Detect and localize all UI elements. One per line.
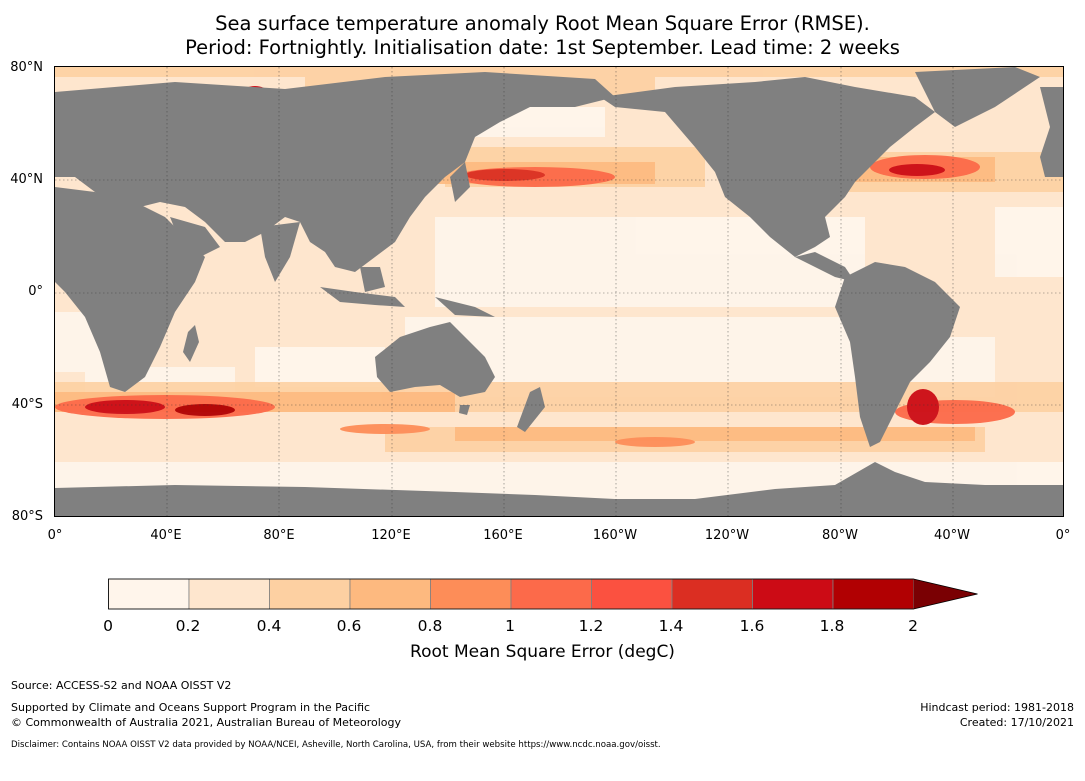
colorbar-tick: 2: [908, 617, 918, 635]
land-greenland: [915, 67, 1040, 127]
colorbar-tick: 1.8: [819, 617, 845, 635]
created-date: Created: 17/10/2021: [959, 716, 1074, 729]
colorbar-label: Root Mean Square Error (degC): [410, 642, 675, 662]
colorbar-segment: [591, 578, 673, 610]
land-australia: [375, 322, 495, 397]
land-europe-west: [1040, 87, 1063, 177]
lat-label-80s: 80°S: [11, 509, 43, 524]
land-south-america: [835, 262, 960, 447]
lon-label-0-east: 0°: [1055, 528, 1071, 543]
lon-label-120w: 120°W: [704, 528, 750, 543]
land-new-guinea: [435, 297, 495, 317]
land-central-america: [795, 252, 855, 282]
colorbar-segment: [269, 578, 351, 610]
gridlines: [55, 67, 1063, 516]
disclaimer-text: Disclaimer: Contains NOAA OISST V2 data …: [11, 740, 661, 750]
copyright-text: © Commonwealth of Australia 2021, Austra…: [11, 716, 401, 729]
colorbar-tick: 1.4: [658, 617, 684, 635]
land-north-america: [600, 77, 935, 257]
chart-title: Sea surface temperature anomaly Root Mea…: [215, 12, 870, 35]
colorbar-segment: [832, 578, 914, 610]
colorbar-segment: [188, 578, 270, 610]
colorbar-tick: 1.2: [578, 617, 604, 635]
land-arabia: [170, 217, 220, 257]
colorbar-segment: [752, 578, 834, 610]
land-japan: [450, 162, 470, 202]
colorbar-segment: [349, 578, 431, 610]
colorbar-segment: [671, 578, 753, 610]
land-antarctica: [55, 462, 1063, 516]
colorbar-tick: 0.8: [417, 617, 443, 635]
land-madagascar: [183, 325, 199, 362]
land-borneo: [360, 267, 385, 292]
lat-label-80n: 80°N: [10, 60, 43, 75]
lat-label-0: 0°: [28, 284, 43, 299]
lon-label-40e: 40°E: [150, 528, 182, 543]
lat-label-40n: 40°N: [10, 172, 43, 187]
land-africa: [55, 187, 205, 392]
land: [55, 67, 1063, 516]
sst-rmse-map: [54, 66, 1064, 517]
chart-subtitle: Period: Fortnightly. Initialisation date…: [185, 36, 900, 59]
lon-label-120e: 120°E: [371, 528, 411, 543]
colorbar-segment: [430, 578, 512, 610]
colorbar-tick: 1.6: [739, 617, 765, 635]
colorbar-extend-arrow: [913, 579, 978, 609]
colorbar-tick: 0.6: [336, 617, 362, 635]
colorbar-tick: 0: [103, 617, 113, 635]
hindcast-period: Hindcast period: 1981-2018: [920, 701, 1074, 714]
colorbar: [108, 578, 978, 610]
lon-label-160w: 160°W: [592, 528, 638, 543]
lon-label-80w: 80°W: [822, 528, 858, 543]
colorbar-segment: [510, 578, 592, 610]
land-indonesia: [320, 287, 405, 307]
colorbar-tick: 0.2: [175, 617, 201, 635]
support-text: Supported by Climate and Oceans Support …: [11, 701, 371, 714]
land-eurasia: [55, 72, 615, 272]
land-india: [260, 222, 300, 282]
colorbar-tick: 0.4: [256, 617, 282, 635]
lon-label-40w: 40°W: [934, 528, 970, 543]
lon-label-160e: 160°E: [483, 528, 523, 543]
colorbar-tick: 1: [505, 617, 515, 635]
colorbar-outline: [108, 578, 978, 610]
lon-label-0: 0°: [47, 528, 63, 543]
lat-label-40s: 40°S: [11, 397, 43, 412]
colorbar-segment: [108, 578, 190, 610]
source-text: Source: ACCESS-S2 and NOAA OISST V2: [11, 679, 232, 692]
lon-label-80e: 80°E: [263, 528, 295, 543]
land-new-zealand: [517, 387, 545, 432]
land-tasmania: [459, 405, 470, 415]
